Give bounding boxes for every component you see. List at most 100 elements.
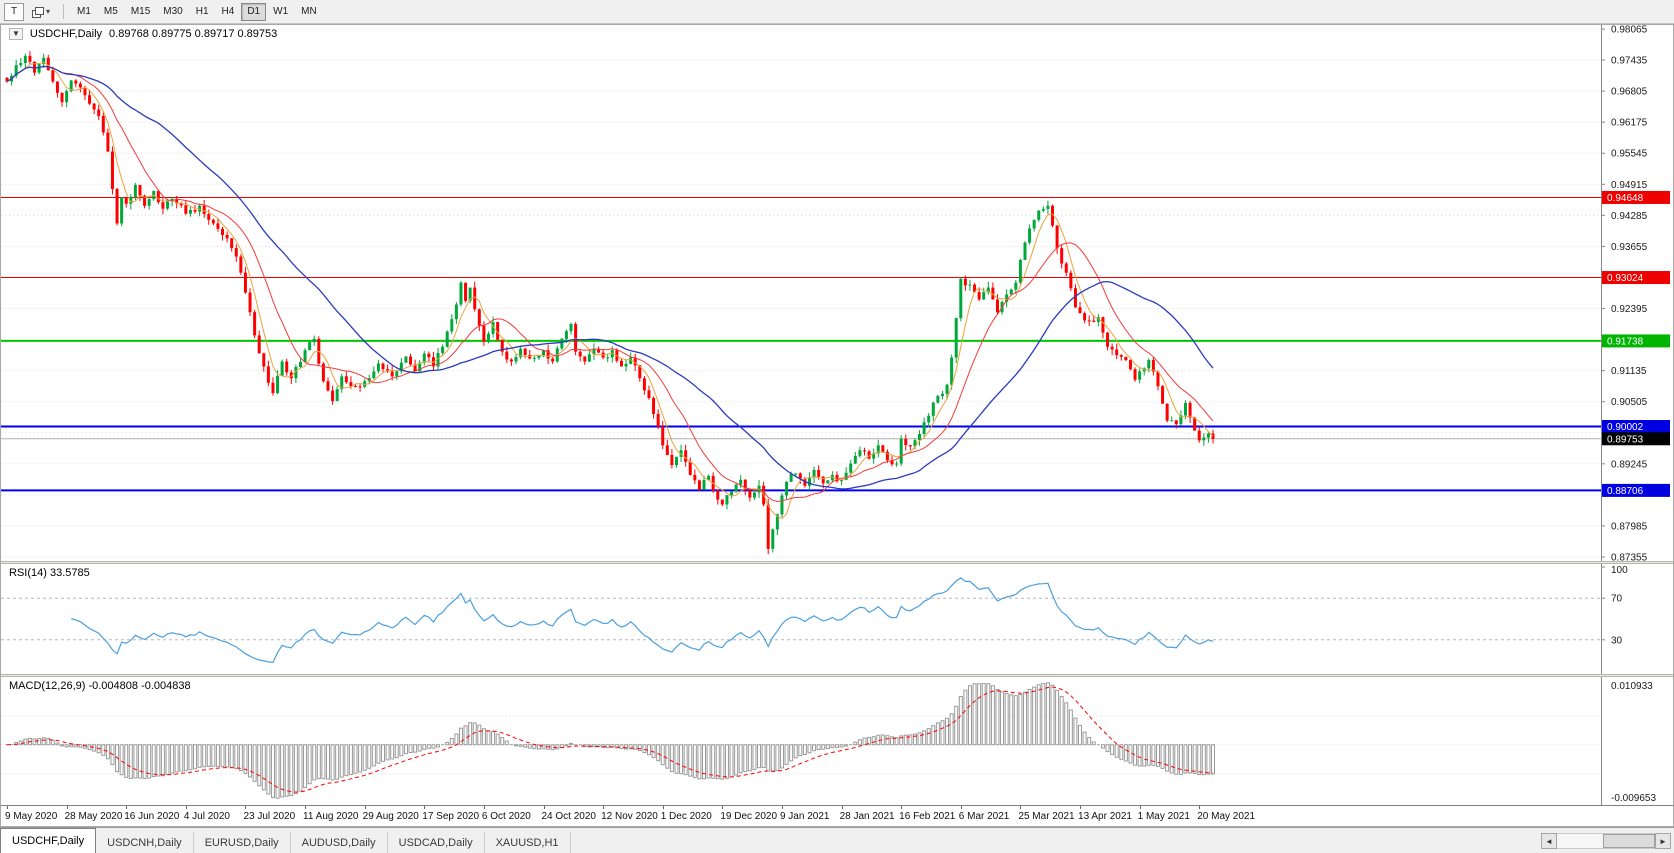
- svg-text:0.87355: 0.87355: [1611, 553, 1648, 562]
- svg-text:0.87985: 0.87985: [1611, 521, 1648, 532]
- time-axis-tick: [305, 806, 307, 809]
- time-axis-tick: [603, 806, 605, 809]
- date-label: 29 Aug 2020: [362, 811, 419, 822]
- chevron-down-icon: ▾: [46, 7, 51, 16]
- tab-xauusd-h1[interactable]: XAUUSD,H1: [485, 832, 571, 853]
- date-label: 9 May 2020: [5, 811, 58, 822]
- tab-scrollbar[interactable]: ◄ ►: [1541, 833, 1671, 849]
- time-axis-tick: [543, 806, 545, 809]
- svg-text:0.94285: 0.94285: [1611, 211, 1648, 222]
- macd-chart-canvas[interactable]: 0.010933 -0.009653: [1, 677, 1673, 805]
- date-label: 4 Jul 2020: [183, 811, 230, 822]
- date-label: 13 Apr 2021: [1078, 811, 1132, 822]
- time-axis-tick: [960, 806, 962, 809]
- chart-tabs: USDCHF,Daily USDCNH,Daily EURUSD,Daily AUDU…: [0, 828, 571, 853]
- timeframe-buttons: M1 M5 M15 M30 H1 H4 D1 W1 MN: [71, 2, 323, 21]
- date-label: 24 Oct 2020: [541, 811, 596, 822]
- date-label: 9 Jan 2021: [779, 811, 830, 822]
- time-axis-tick: [185, 806, 187, 809]
- time-axis-tick: [722, 806, 724, 809]
- date-label: 1 May 2021: [1137, 811, 1190, 822]
- date-label: 25 Mar 2021: [1018, 811, 1075, 822]
- time-axis-tick: [483, 806, 485, 809]
- time-axis-tick: [1020, 806, 1022, 809]
- time-axis-tick: [1199, 806, 1201, 809]
- time-axis-tick: [424, 806, 426, 809]
- time-axis-tick: [781, 806, 783, 809]
- date-label: 6 Mar 2021: [958, 811, 1010, 822]
- panel-resize-handle-1[interactable]: [1, 561, 1673, 564]
- svg-text:0.96805: 0.96805: [1611, 87, 1648, 98]
- time-axis-tick: [1139, 806, 1141, 809]
- panel-resize-handle-2[interactable]: [1, 674, 1673, 677]
- svg-text:0.93024: 0.93024: [1607, 273, 1644, 284]
- scroll-right-icon[interactable]: ►: [1655, 833, 1671, 849]
- svg-text:0.94648: 0.94648: [1607, 193, 1644, 204]
- scroll-left-icon[interactable]: ◄: [1541, 833, 1557, 849]
- time-axis-tick: [662, 806, 664, 809]
- price-chart-panel: 0.98065 0.97435 0.96805 0.96175 0.95545 0.949…: [1, 25, 1673, 561]
- svg-text:30: 30: [1611, 635, 1623, 646]
- svg-text:0.88706: 0.88706: [1607, 486, 1644, 497]
- tab-usdcnh-daily[interactable]: USDCNH,Daily: [96, 832, 194, 853]
- date-label: 19 Dec 2020: [720, 811, 778, 822]
- time-axis-tick: [245, 806, 247, 809]
- rsi-panel: 100 70 30 RSI(14) 33.5785: [1, 564, 1673, 674]
- timeframe-button-m30[interactable]: M30: [163, 6, 183, 17]
- date-label: 12 Nov 2020: [601, 811, 658, 822]
- svg-text:100: 100: [1611, 565, 1628, 576]
- date-label: 28 Jan 2021: [839, 811, 895, 822]
- time-axis-tick: [901, 806, 903, 809]
- macd-panel: 0.010933 -0.009653 MACD(12,26,9) -0.00480…: [1, 677, 1673, 805]
- rsi-chart-canvas[interactable]: 100 70 30: [1, 564, 1673, 674]
- tab-eurusd-daily[interactable]: EURUSD,Daily: [194, 832, 291, 853]
- timeframe-button-mn[interactable]: MN: [301, 6, 317, 17]
- date-label: 6 Oct 2020: [481, 811, 531, 822]
- date-label: 20 May 2021: [1197, 811, 1256, 822]
- chart-workspace: 0.98065 0.97435 0.96805 0.96175 0.95545 0.949…: [0, 24, 1674, 827]
- toolbar-separator: [63, 4, 65, 19]
- tab-audusd-daily[interactable]: AUDUSD,Daily: [291, 832, 388, 853]
- objects-dropdown-button[interactable]: ▾: [26, 3, 56, 21]
- scrollbar-thumb[interactable]: [1603, 834, 1655, 848]
- time-axis[interactable]: 9 May 2020 28 May 2020 16 Jun 2020 4 Jul 20…: [1, 805, 1673, 825]
- svg-text:0.91135: 0.91135: [1611, 366, 1647, 377]
- svg-text:0.94915: 0.94915: [1611, 180, 1648, 191]
- svg-text:0.98065: 0.98065: [1611, 25, 1648, 36]
- svg-text:0.89753: 0.89753: [1607, 434, 1644, 445]
- timeframe-button-m15[interactable]: M15: [130, 6, 151, 17]
- scrollbar-track[interactable]: [1557, 833, 1655, 849]
- toolbar: T ▾ M1 M5 M15 M30 H1 H4 D1 W1 MN: [0, 0, 1674, 24]
- svg-text:-0.009653: -0.009653: [1611, 793, 1656, 804]
- svg-text:0.93655: 0.93655: [1611, 242, 1648, 253]
- date-label: 16 Jun 2020: [124, 811, 180, 822]
- layers-icon: [32, 6, 44, 18]
- timeframe-button-m1[interactable]: M1: [77, 6, 91, 17]
- one-click-trading-arrow-icon[interactable]: ▼: [9, 28, 23, 40]
- timeframe-button-d1[interactable]: D1: [241, 2, 267, 21]
- svg-text:0.90002: 0.90002: [1607, 422, 1644, 433]
- svg-text:0.89245: 0.89245: [1611, 459, 1648, 470]
- time-axis-tick: [841, 806, 843, 809]
- timeframe-button-h4[interactable]: H4: [221, 6, 235, 17]
- timeframe-button-m5[interactable]: M5: [103, 6, 118, 17]
- svg-text:0.90505: 0.90505: [1611, 397, 1648, 408]
- tab-usdchf-daily[interactable]: USDCHF,Daily: [0, 828, 97, 853]
- time-axis-tick: [66, 806, 68, 809]
- svg-text:0.010933: 0.010933: [1611, 681, 1653, 692]
- svg-text:0.97435: 0.97435: [1611, 56, 1648, 67]
- timeframe-button-w1[interactable]: W1: [273, 6, 289, 17]
- tab-usdcad-daily[interactable]: USDCAD,Daily: [388, 832, 485, 853]
- date-label: 1 Dec 2020: [660, 811, 712, 822]
- timeframe-button-h1[interactable]: H1: [195, 6, 209, 17]
- svg-text:0.95545: 0.95545: [1611, 149, 1648, 160]
- price-chart-canvas[interactable]: 0.98065 0.97435 0.96805 0.96175 0.95545 0.949…: [1, 25, 1673, 561]
- svg-text:0.91738: 0.91738: [1607, 336, 1644, 347]
- date-label: 28 May 2020: [64, 811, 123, 822]
- date-label: 11 Aug 2020: [303, 811, 359, 822]
- time-axis-tick: [364, 806, 366, 809]
- time-axis-tick: [7, 806, 8, 809]
- toolbar-t-button[interactable]: T: [4, 2, 24, 21]
- chart-tabbar: USDCHF,Daily USDCNH,Daily EURUSD,Daily AUDU…: [0, 827, 1674, 853]
